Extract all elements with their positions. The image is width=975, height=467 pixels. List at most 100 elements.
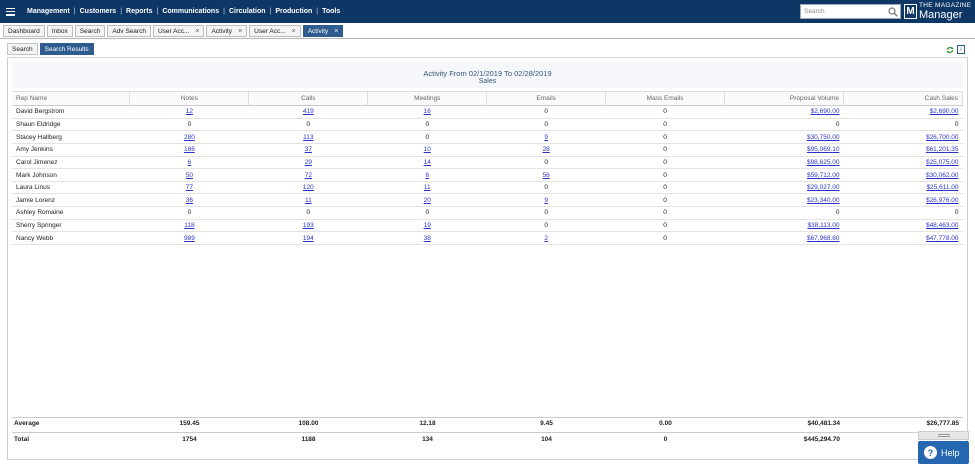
value-link[interactable]: $23,340.00 [806, 196, 840, 204]
menu-icon[interactable] [6, 7, 15, 16]
resize-grip[interactable] [918, 431, 969, 440]
tab-dashboard[interactable]: Dashboard [3, 25, 45, 37]
value-link[interactable]: 19 [423, 222, 431, 230]
table-cell: 419 [248, 105, 368, 119]
subtab-search-results[interactable]: Search Results [39, 43, 94, 55]
column-header-proposal-volume[interactable]: Proposal Volume [724, 91, 844, 106]
value-link[interactable]: $61,201.35 [925, 146, 959, 154]
column-header-calls[interactable]: Calls [248, 91, 369, 106]
value-link[interactable]: $38,113.00 [807, 222, 840, 230]
value-link[interactable]: 38 [423, 234, 431, 242]
value-link[interactable]: 989 [183, 234, 195, 242]
tab-label: User Acc... [157, 27, 190, 35]
value-link[interactable]: 10 [423, 146, 431, 154]
value-link[interactable]: 186 [183, 146, 195, 154]
report-header: Activity From 02/1/2019 To 02/28/2019 Sa… [12, 62, 963, 88]
nav-item-customers[interactable]: Customers [79, 8, 117, 15]
value-link[interactable]: $25,075.00 [925, 158, 959, 166]
value-link[interactable]: $2,690.00 [810, 108, 840, 116]
refresh-icon[interactable] [946, 46, 954, 54]
column-header-notes[interactable]: Notes [129, 91, 250, 106]
table-cell: Laura Linus [12, 181, 130, 195]
tab-user-acc[interactable]: User Acc... × [249, 25, 301, 37]
tab-inbox[interactable]: Inbox [46, 25, 73, 37]
value-link[interactable]: $26,976.00 [925, 196, 959, 204]
value-link[interactable]: $30,750.00 [806, 133, 840, 141]
column-header-rep-name[interactable]: Rep Name [12, 91, 131, 106]
value-link[interactable]: 11 [423, 184, 431, 192]
nav-separator: | [120, 8, 123, 15]
value-link[interactable]: $25,611.00 [926, 184, 959, 192]
nav-item-reports[interactable]: Reports [126, 8, 153, 15]
value-link[interactable]: 194 [302, 234, 314, 242]
nav-item-production[interactable]: Production [275, 8, 313, 15]
value-link[interactable]: $95,069.10 [806, 146, 840, 154]
value-link[interactable]: 113 [303, 133, 314, 141]
value-link[interactable]: 50 [185, 171, 194, 179]
value-link[interactable]: 36 [185, 196, 194, 204]
info-icon[interactable]: i [957, 45, 965, 54]
value-link[interactable]: 11 [304, 196, 312, 204]
tab-activity[interactable]: Activity × [206, 25, 248, 37]
value-link[interactable]: $2,690.00 [929, 108, 959, 116]
value-link[interactable]: 193 [302, 222, 314, 230]
nav-separator: | [223, 8, 225, 15]
value-link[interactable]: 20 [423, 196, 431, 204]
nav-item-communications[interactable]: Communications [162, 8, 220, 15]
value-link[interactable]: 280 [183, 133, 195, 141]
value-link[interactable]: 120 [302, 184, 314, 192]
table-cell: 194 [248, 231, 368, 246]
tab-label: Dashboard [8, 27, 40, 35]
main-nav: Management | Customers | Reports | Communicati… [23, 8, 344, 15]
tab-search[interactable]: Search [74, 25, 106, 37]
value-link[interactable]: 12 [185, 108, 194, 116]
value-link[interactable]: 72 [304, 171, 312, 179]
tab-user-acc[interactable]: User Acc... × [152, 25, 205, 37]
value-link[interactable]: $29,027.00 [806, 184, 840, 192]
search-input[interactable] [801, 5, 887, 18]
value-link[interactable]: 6 [425, 171, 430, 179]
value-link[interactable]: $30,062.00 [925, 171, 959, 179]
table-cell: 0 [248, 206, 368, 220]
value-link[interactable]: 77 [185, 184, 194, 192]
value-link[interactable]: 28 [542, 146, 550, 154]
value-link[interactable]: 6 [187, 158, 192, 166]
help-button[interactable]: ? Help [918, 441, 969, 464]
close-icon[interactable]: × [334, 27, 339, 35]
table-row: Amy Jenkins 186 37 10 28 0 $95,069.10 $61,201.3… [12, 143, 963, 157]
value-link[interactable]: $67,968.60 [806, 234, 840, 242]
column-header-cash-sales[interactable]: Cash Sales [843, 91, 963, 106]
column-header-emails[interactable]: Emails [486, 91, 607, 106]
value-link[interactable]: 29 [304, 158, 312, 166]
value-link[interactable]: $26,700.00 [925, 133, 959, 141]
value-link[interactable]: 14 [423, 158, 431, 166]
close-icon[interactable]: × [195, 27, 200, 35]
nav-item-management[interactable]: Management [27, 8, 70, 15]
value-link[interactable]: 2 [544, 234, 548, 242]
value-link[interactable]: 56 [542, 171, 550, 179]
value-link[interactable]: 419 [302, 108, 314, 116]
table-cell: 20 [367, 193, 487, 208]
close-icon[interactable]: × [238, 27, 243, 35]
value-link[interactable]: $98,625.00 [806, 158, 840, 166]
value-link[interactable]: $47,778.00 [925, 234, 959, 242]
value-link[interactable]: 118 [184, 222, 195, 230]
subtab-search[interactable]: Search [7, 43, 38, 55]
value-link[interactable]: 9 [544, 133, 548, 141]
tab-activity[interactable]: Activity × [302, 25, 344, 37]
search-icon[interactable] [888, 7, 898, 17]
value-link[interactable]: 16 [423, 108, 431, 116]
table-cell: 0 [486, 181, 606, 195]
value-link[interactable]: $48,463.00 [925, 222, 959, 230]
nav-item-tools[interactable]: Tools [322, 8, 341, 15]
total-table: Total 1754 1188 134 104 0 $445,294.70 [12, 432, 963, 447]
table-cell: 120 [248, 181, 368, 195]
column-header-meetings[interactable]: Meetings [367, 91, 488, 106]
value-link[interactable]: $59,712.00 [806, 171, 840, 179]
nav-item-circulation[interactable]: Circulation [228, 8, 266, 15]
value-link[interactable]: 9 [544, 196, 548, 204]
column-header-mass-emails[interactable]: Mass Emails [605, 91, 726, 106]
value-link[interactable]: 37 [304, 146, 312, 154]
close-icon[interactable]: × [291, 27, 296, 35]
tab-adv-search[interactable]: Adv Search [107, 25, 151, 37]
